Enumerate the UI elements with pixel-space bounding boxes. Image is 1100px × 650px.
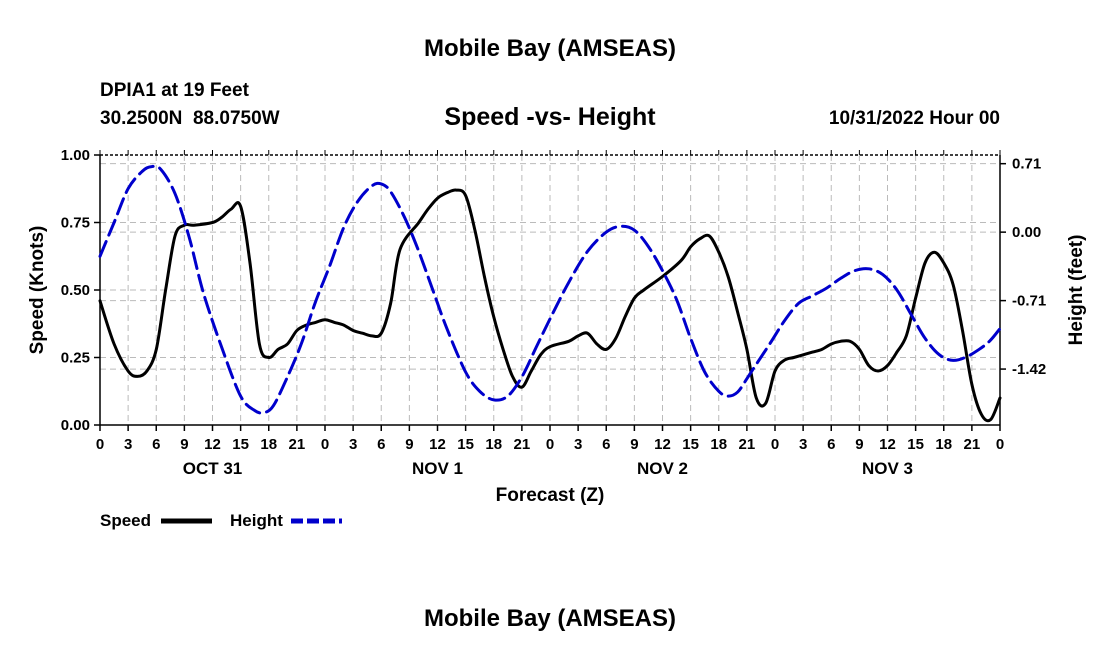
x-tick-label: 3 [124, 436, 132, 453]
series-line-height [98, 164, 1002, 415]
x-tick-label: 3 [799, 436, 807, 453]
legend: Speed Height [100, 511, 342, 530]
x-tick-label: 0 [771, 436, 779, 453]
station-coords: 30.2500N 88.0750W [100, 108, 280, 129]
x-tick-label: 0 [321, 436, 329, 453]
legend-speed-label: Speed [100, 511, 151, 530]
x-tick-label: 12 [654, 436, 671, 453]
x-tick-label: 12 [429, 436, 446, 453]
x-tick-label: 18 [260, 436, 277, 453]
series-line-speed [98, 188, 1002, 423]
x-tick-label: 0 [96, 436, 104, 453]
y-axis-label-right: Height (feet) [1066, 235, 1087, 346]
chart-title: Mobile Bay (AMSEAS) [424, 35, 676, 62]
x-tick-label: 6 [377, 436, 385, 453]
day-label: NOV 3 [862, 459, 913, 478]
x-axis-label: Forecast (Z) [496, 485, 605, 506]
series-layer [98, 164, 1002, 423]
y-tick-label-left: 0.25 [61, 350, 90, 367]
x-tick-label: 21 [964, 436, 981, 453]
x-tick-label: 9 [855, 436, 863, 453]
x-tick-label: 15 [682, 436, 699, 453]
x-tick-label: 15 [907, 436, 924, 453]
x-tick-label: 3 [574, 436, 582, 453]
day-label: NOV 1 [412, 459, 463, 478]
forecast-datetime: 10/31/2022 Hour 00 [829, 108, 1000, 129]
axes: 0 3 6 9 12 15 18 21 0 3 6 9 12 15 18 21 0 3 6 9 12 15 18 21 0 3 6 9… [61, 147, 1046, 478]
x-tick-label: 6 [827, 436, 835, 453]
y-tick-label-right: -1.42 [1012, 361, 1046, 378]
y-tick-label-left: 0.00 [61, 417, 90, 434]
x-tick-label: 6 [602, 436, 610, 453]
x-tick-label: 9 [405, 436, 413, 453]
x-tick-label: 18 [935, 436, 952, 453]
x-tick-label: 18 [485, 436, 502, 453]
x-tick-label: 9 [180, 436, 188, 453]
y-axis-label-left: Speed (Knots) [27, 226, 48, 355]
x-tick-label: 12 [204, 436, 221, 453]
y-tick-label-right: -0.71 [1012, 293, 1046, 310]
day-label: NOV 2 [637, 459, 688, 478]
footer-title: Mobile Bay (AMSEAS) [424, 605, 676, 632]
x-tick-label: 3 [349, 436, 357, 453]
day-label: OCT 31 [183, 459, 243, 478]
x-tick-label: 15 [457, 436, 474, 453]
x-tick-label: 21 [739, 436, 756, 453]
chart-subtitle: Speed -vs- Height [444, 103, 656, 131]
y-tick-label-left: 0.75 [61, 215, 90, 232]
x-tick-label: 21 [514, 436, 531, 453]
x-tick-label: 9 [630, 436, 638, 453]
x-tick-label: 12 [879, 436, 896, 453]
x-tick-label: 6 [152, 436, 160, 453]
y-tick-label-left: 0.50 [61, 282, 90, 299]
x-tick-label: 18 [710, 436, 727, 453]
y-tick-label-right: 0.71 [1012, 156, 1041, 173]
x-tick-label: 0 [546, 436, 554, 453]
legend-height-label: Height [230, 511, 283, 530]
y-tick-label-right: 0.00 [1012, 224, 1041, 241]
station-label: DPIA1 at 19 Feet [100, 80, 250, 101]
x-tick-label: 15 [232, 436, 249, 453]
y-tick-label-left: 1.00 [61, 147, 90, 164]
x-tick-label: 0 [996, 436, 1004, 453]
x-tick-label: 21 [289, 436, 306, 453]
